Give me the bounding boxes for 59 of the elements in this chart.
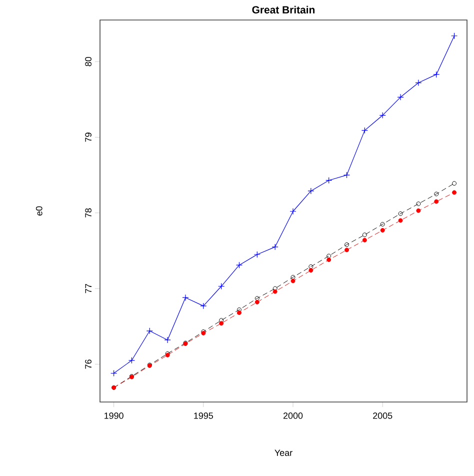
point (380, 228, 385, 233)
point (326, 254, 332, 258)
point (308, 264, 314, 269)
point (416, 208, 421, 213)
point (379, 112, 386, 119)
y-tick-label: 77 (85, 284, 92, 294)
point (182, 294, 189, 301)
point (236, 310, 242, 315)
point (290, 274, 296, 280)
x-tick-label: 2000 (283, 412, 303, 419)
point (344, 242, 349, 247)
x-tick-label: 1990 (104, 412, 124, 419)
point (272, 289, 278, 294)
point (290, 208, 296, 215)
point (146, 328, 153, 334)
point (433, 71, 440, 78)
x-tick-label: 2005 (373, 412, 392, 419)
point (362, 232, 367, 238)
y-axis-title: e0 (36, 206, 42, 216)
x-axis-title: Year (274, 450, 292, 456)
y-tick-label: 80 (85, 56, 92, 66)
point (362, 238, 367, 242)
point (236, 262, 243, 268)
y-tick-label: 76 (85, 360, 92, 369)
point (398, 211, 403, 216)
point (415, 79, 422, 86)
point (290, 278, 296, 284)
point (361, 127, 368, 134)
point (308, 268, 314, 273)
point (344, 248, 349, 252)
point (380, 222, 385, 226)
point (272, 244, 278, 250)
point (416, 202, 421, 206)
point (236, 307, 242, 312)
point (254, 251, 260, 258)
point (343, 172, 350, 178)
point (254, 300, 260, 304)
point (200, 302, 207, 310)
chart-title: Great Britain (252, 6, 315, 14)
point (164, 336, 171, 344)
y-tick-label: 78 (85, 208, 92, 218)
y-tick-label: 79 (85, 132, 92, 142)
point (434, 199, 439, 204)
point (452, 181, 457, 186)
point (434, 192, 439, 196)
point (397, 94, 404, 100)
x-tick-label: 1995 (194, 412, 213, 419)
point (272, 286, 278, 291)
point (450, 32, 458, 40)
point (326, 177, 332, 184)
point (128, 357, 136, 364)
point (326, 258, 332, 262)
point (110, 370, 118, 377)
point (218, 282, 225, 290)
point (452, 190, 457, 195)
point (254, 296, 260, 301)
point (219, 321, 224, 326)
point (308, 188, 314, 194)
point (398, 218, 403, 223)
